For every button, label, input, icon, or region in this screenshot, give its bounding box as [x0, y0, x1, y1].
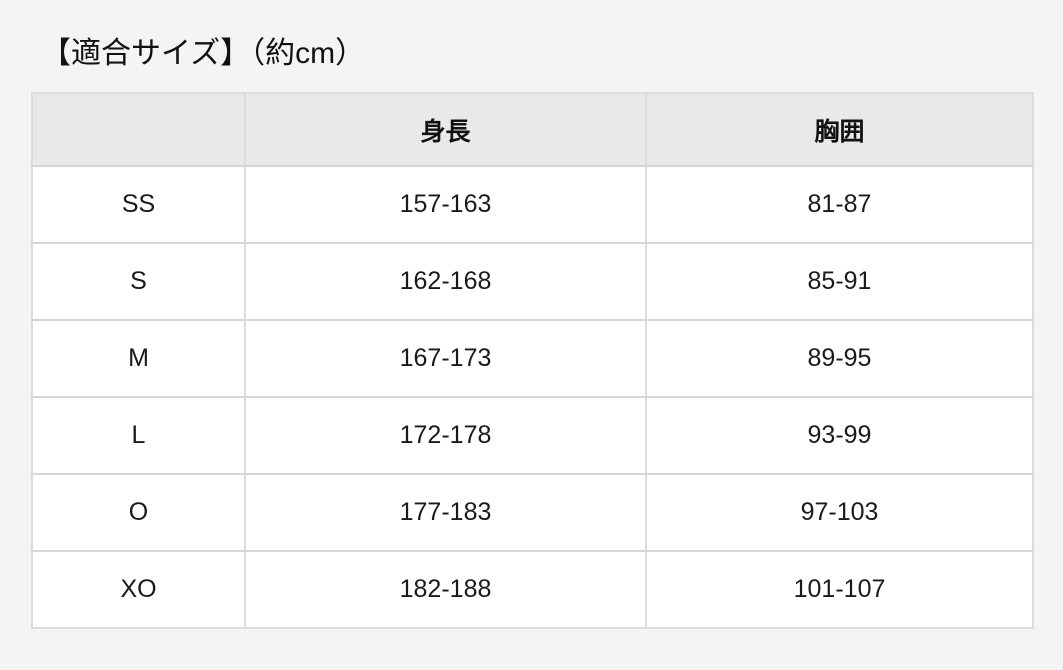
table-row: L 172-178 93-99 — [32, 397, 1033, 475]
table-header-row: 身長 胸囲 — [32, 93, 1033, 167]
size-table-container: 身長 胸囲 SS 157-163 81-87 S 162-168 85-91 M… — [31, 92, 1034, 629]
cell-height: 157-163 — [245, 166, 647, 244]
cell-height: 172-178 — [245, 397, 647, 475]
cell-chest: 81-87 — [646, 166, 1033, 244]
cell-height: 182-188 — [245, 551, 647, 628]
cell-size: XO — [32, 551, 246, 628]
cell-size: O — [32, 474, 246, 552]
cell-size: S — [32, 243, 246, 321]
page-title: 【適合サイズ】（約cm） — [41, 37, 366, 70]
cell-size: M — [32, 320, 246, 398]
table-row: XO 182-188 101-107 — [32, 551, 1033, 628]
cell-chest: 89-95 — [646, 320, 1033, 398]
table-row: M 167-173 89-95 — [32, 320, 1033, 398]
cell-chest: 101-107 — [646, 551, 1033, 628]
table-row: SS 157-163 81-87 — [32, 166, 1033, 244]
cell-chest: 97-103 — [646, 474, 1033, 552]
size-chart-table: 身長 胸囲 SS 157-163 81-87 S 162-168 85-91 M… — [31, 92, 1034, 629]
cell-height: 162-168 — [245, 243, 647, 321]
cell-size: SS — [32, 166, 246, 244]
column-header-size — [32, 93, 246, 167]
cell-height: 167-173 — [245, 320, 647, 398]
cell-size: L — [32, 397, 246, 475]
cell-height: 177-183 — [245, 474, 647, 552]
column-header-height: 身長 — [245, 93, 647, 167]
table-row: O 177-183 97-103 — [32, 474, 1033, 552]
column-header-chest: 胸囲 — [646, 93, 1033, 167]
table-row: S 162-168 85-91 — [32, 243, 1033, 321]
cell-chest: 93-99 — [646, 397, 1033, 475]
table-body: SS 157-163 81-87 S 162-168 85-91 M 167-1… — [32, 166, 1033, 628]
table-header: 身長 胸囲 — [32, 93, 1033, 167]
cell-chest: 85-91 — [646, 243, 1033, 321]
